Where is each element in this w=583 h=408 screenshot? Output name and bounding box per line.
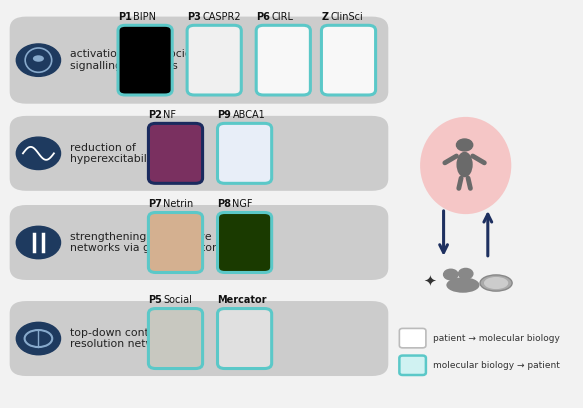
Text: Social: Social (163, 295, 192, 305)
Text: reduction of: reduction of (71, 143, 136, 153)
Text: P9: P9 (217, 110, 231, 120)
Ellipse shape (420, 117, 511, 214)
Text: P2: P2 (149, 110, 162, 120)
Text: P1: P1 (118, 12, 132, 22)
Text: ✦: ✦ (423, 273, 436, 288)
Text: hyperexcitability: hyperexcitability (71, 154, 161, 164)
Circle shape (16, 44, 61, 76)
Circle shape (444, 269, 458, 280)
FancyBboxPatch shape (399, 328, 426, 348)
FancyBboxPatch shape (321, 25, 375, 95)
Text: P6: P6 (256, 12, 270, 22)
Text: BIPN: BIPN (133, 12, 156, 22)
FancyBboxPatch shape (217, 308, 272, 368)
FancyBboxPatch shape (217, 123, 272, 183)
Text: activation of antinociceptive: activation of antinociceptive (71, 49, 226, 60)
Text: Mercator: Mercator (217, 295, 267, 305)
FancyBboxPatch shape (10, 301, 388, 376)
Circle shape (458, 268, 473, 279)
Circle shape (16, 226, 61, 259)
FancyBboxPatch shape (10, 116, 388, 191)
Text: P8: P8 (217, 199, 231, 209)
Text: P3: P3 (187, 12, 201, 22)
Circle shape (456, 139, 473, 151)
Circle shape (16, 322, 61, 355)
Text: NF: NF (163, 110, 176, 120)
FancyBboxPatch shape (256, 25, 310, 95)
Circle shape (16, 137, 61, 170)
FancyBboxPatch shape (10, 205, 388, 280)
Text: ABCA1: ABCA1 (233, 110, 265, 120)
FancyBboxPatch shape (118, 25, 172, 95)
Text: top-down control of pain: top-down control of pain (71, 328, 205, 338)
Text: networks via growth factors: networks via growth factors (71, 243, 223, 253)
FancyBboxPatch shape (217, 213, 272, 273)
Ellipse shape (480, 275, 512, 291)
FancyBboxPatch shape (149, 308, 202, 368)
Text: P7: P7 (149, 199, 162, 209)
Ellipse shape (447, 277, 479, 293)
Text: molecular biology → patient: molecular biology → patient (433, 361, 560, 370)
Text: signalling pathways: signalling pathways (71, 61, 178, 71)
FancyBboxPatch shape (149, 213, 202, 273)
Text: strengthening of adaptive: strengthening of adaptive (71, 232, 212, 242)
FancyBboxPatch shape (10, 17, 388, 104)
Text: NGF: NGF (233, 199, 253, 209)
Text: P5: P5 (149, 295, 162, 305)
Text: CIRL: CIRL (271, 12, 293, 22)
Ellipse shape (33, 55, 44, 62)
FancyBboxPatch shape (399, 355, 426, 375)
Text: patient → molecular biology: patient → molecular biology (433, 334, 560, 343)
Text: ClinSci: ClinSci (331, 12, 363, 22)
Ellipse shape (456, 152, 473, 177)
Text: resolution networks: resolution networks (71, 339, 178, 349)
Ellipse shape (484, 277, 508, 289)
FancyBboxPatch shape (149, 123, 202, 183)
Text: Z: Z (321, 12, 329, 22)
Text: CASPR2: CASPR2 (202, 12, 241, 22)
Text: Netrin: Netrin (163, 199, 194, 209)
FancyBboxPatch shape (187, 25, 241, 95)
